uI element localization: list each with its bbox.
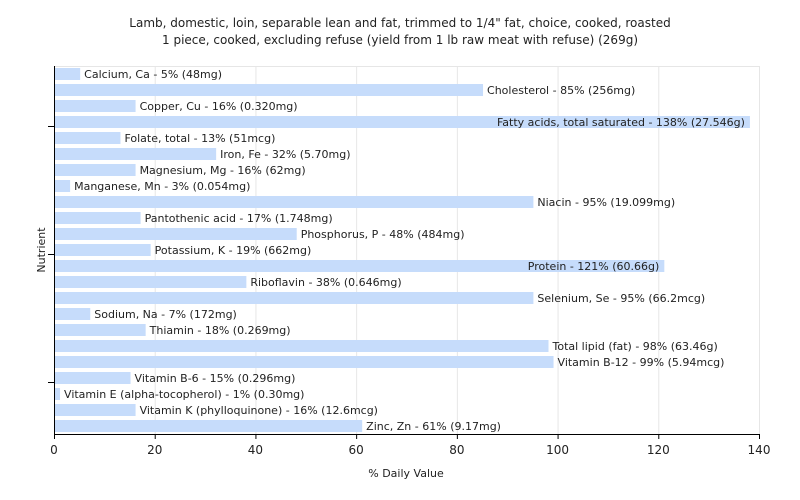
x-tick-label: 80 [449, 443, 464, 457]
x-tick-label: 20 [147, 443, 162, 457]
bar-label: Folate, total - 13% (51mcg) [124, 132, 275, 145]
bar [55, 420, 363, 432]
x-axis-label: % Daily Value [368, 467, 444, 480]
bar [55, 404, 136, 416]
bar-label: Selenium, Se - 95% (66.2mcg) [537, 292, 705, 305]
bar [55, 260, 665, 272]
bar [55, 148, 217, 160]
y-axis-label: Nutrient [35, 227, 48, 273]
bar [55, 356, 554, 368]
bar-label: Vitamin B-12 - 99% (5.94mcg) [558, 356, 725, 369]
bar-label: Potassium, K - 19% (662mg) [155, 244, 312, 257]
bar [55, 372, 131, 384]
bar-label: Fatty acids, total saturated - 138% (27.… [497, 116, 745, 129]
bar [55, 100, 136, 112]
bar-label: Magnesium, Mg - 16% (62mg) [140, 164, 306, 177]
bar [55, 244, 151, 256]
bar-label: Vitamin B-6 - 15% (0.296mg) [135, 372, 296, 385]
x-tick-label: 140 [748, 443, 771, 457]
bar-label: Protein - 121% (60.66g) [528, 260, 660, 273]
x-tick-label: 60 [349, 443, 364, 457]
chart-title: Lamb, domestic, loin, separable lean and… [129, 16, 670, 30]
bar [55, 308, 91, 320]
x-tick-label: 120 [647, 443, 670, 457]
x-tick-label: 40 [248, 443, 263, 457]
bar [55, 84, 484, 96]
bar [55, 180, 71, 192]
bar [55, 132, 121, 144]
bar [55, 68, 81, 80]
axes: 0 20 40 60 80 100 120 140 [48, 66, 770, 457]
bar-label: Vitamin E (alpha-tocopherol) - 1% (0.30m… [64, 388, 304, 401]
bar [55, 388, 61, 400]
x-tick-label: 100 [546, 443, 569, 457]
bar-label: Cholesterol - 85% (256mg) [487, 84, 635, 97]
bar-label: Zinc, Zn - 61% (9.17mg) [366, 420, 501, 433]
bar-label: Thiamin - 18% (0.269mg) [149, 324, 291, 337]
bar [55, 196, 534, 208]
bar [55, 324, 146, 336]
bar-label: Total lipid (fat) - 98% (63.46g) [552, 340, 718, 353]
bars: Calcium, Ca - 5% (48mg) Cholesterol - 85%… [55, 68, 750, 433]
bar-label: Phosphorus, P - 48% (484mg) [301, 228, 465, 241]
bar [55, 212, 141, 224]
bar [55, 292, 534, 304]
bar-label: Vitamin K (phylloquinone) - 16% (12.6mcg… [140, 404, 378, 417]
bar [55, 228, 297, 240]
bar [55, 340, 549, 352]
chart-subtitle: 1 piece, cooked, excluding refuse (yield… [162, 33, 638, 47]
bar-label: Calcium, Ca - 5% (48mg) [84, 68, 222, 81]
bar-label: Manganese, Mn - 3% (0.054mg) [74, 180, 250, 193]
bar [55, 276, 247, 288]
x-tick-label: 0 [50, 443, 58, 457]
bar-label: Copper, Cu - 16% (0.320mg) [140, 100, 298, 113]
bar [55, 164, 136, 176]
bar-label: Iron, Fe - 32% (5.70mg) [220, 148, 350, 161]
bar-label: Niacin - 95% (19.099mg) [537, 196, 675, 209]
bar [55, 116, 750, 128]
bar-label: Riboflavin - 38% (0.646mg) [250, 276, 401, 289]
bar-label: Pantothenic acid - 17% (1.748mg) [145, 212, 333, 225]
bar-label: Sodium, Na - 7% (172mg) [94, 308, 237, 321]
